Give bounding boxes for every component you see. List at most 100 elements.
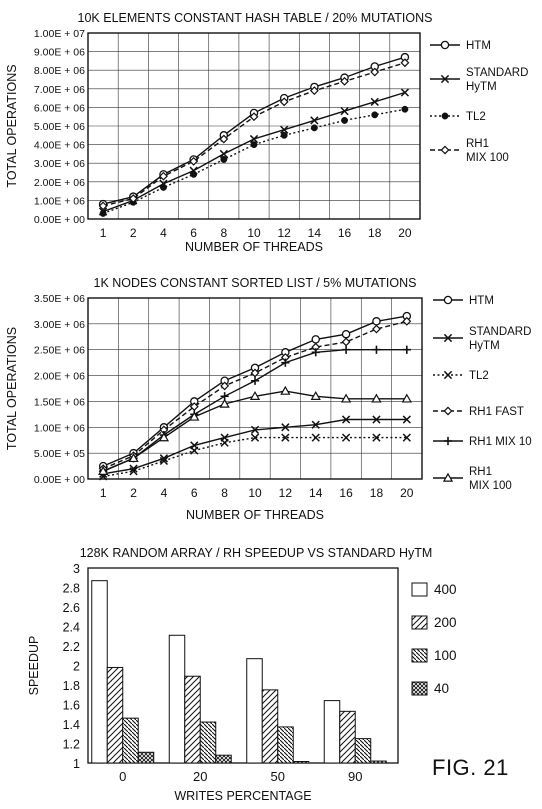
x-tick-label: 16 xyxy=(338,226,352,240)
random-array-speedup-chart: 128K RANDOM ARRAY / RH SPEEDUP VS STANDA… xyxy=(27,546,457,803)
x-tick-label: 4 xyxy=(161,486,168,500)
legend-marker xyxy=(440,40,450,50)
series-rh1-mix-10 xyxy=(99,345,411,476)
data-point xyxy=(128,194,138,203)
data-point xyxy=(250,433,260,442)
x-axis-label: NUMBER OF THREADS xyxy=(186,508,324,522)
legend-swatch xyxy=(411,681,428,696)
y-tick-label: 2.50E + 06 xyxy=(34,345,85,357)
series-rh1-mix-100 xyxy=(98,58,410,211)
legend-label: TL2 xyxy=(466,111,486,123)
data-point xyxy=(281,423,290,432)
y-tick-label: 1.8 xyxy=(63,679,80,693)
sorted-list-chart: 1K NODES CONSTANT SORTED LIST / 5% MUTAT… xyxy=(5,276,532,522)
data-point xyxy=(372,345,381,354)
legend-marker xyxy=(440,74,450,84)
series-htm xyxy=(98,52,410,209)
data-point xyxy=(280,125,289,134)
x-tick-label: 20 xyxy=(398,226,412,240)
data-point xyxy=(372,415,381,424)
legend-marker xyxy=(443,333,453,343)
data-point xyxy=(371,111,379,119)
x-tick-label: 90 xyxy=(348,769,362,784)
series-tl2 xyxy=(99,105,409,217)
x-tick-label: 4 xyxy=(160,226,167,240)
legend-entry: 40 xyxy=(411,681,449,696)
bar xyxy=(122,717,139,764)
legend-entry: HTM xyxy=(430,40,491,52)
data-point xyxy=(370,97,379,106)
data-point xyxy=(249,134,259,144)
legend-entry: RH1 MIX 100 xyxy=(430,138,509,164)
y-tick-label: 7.00E + 06 xyxy=(34,84,85,96)
bar xyxy=(215,754,232,764)
data-point xyxy=(311,420,320,429)
data-point xyxy=(129,467,138,476)
data-point xyxy=(159,454,169,463)
chart-title: 1K NODES CONSTANT SORTED LIST / 5% MUTAT… xyxy=(94,276,417,290)
data-point xyxy=(220,438,229,447)
data-point xyxy=(220,381,230,391)
legend-label: 200 xyxy=(434,615,457,630)
legend-swatch xyxy=(411,648,428,663)
data-point xyxy=(401,393,412,403)
y-tick-label: 3.00E + 06 xyxy=(34,319,85,331)
data-point xyxy=(372,324,381,334)
y-tick-label: 0.00E + 00 xyxy=(34,214,85,226)
y-tick-label: 6.00E + 06 xyxy=(34,102,85,114)
y-tick-label: 1.2 xyxy=(63,738,80,752)
data-point xyxy=(310,116,319,125)
y-tick-label: 2.2 xyxy=(63,640,80,654)
legend-label: HTM xyxy=(466,40,491,52)
x-tick-label: 14 xyxy=(309,486,323,500)
data-point xyxy=(189,156,199,166)
legend-marker xyxy=(443,295,453,305)
data-point xyxy=(190,446,199,455)
x-tick-label: 12 xyxy=(279,486,293,500)
data-point xyxy=(128,453,139,463)
legend-swatch xyxy=(411,615,428,630)
data-point xyxy=(219,149,228,159)
data-point xyxy=(98,465,109,475)
data-point xyxy=(311,348,320,357)
legend-entry: 200 xyxy=(411,615,457,630)
legend-entry: 400 xyxy=(411,582,457,597)
bar xyxy=(246,658,263,764)
x-axis-label: WRITES PERCENTAGE xyxy=(174,789,311,803)
series-line xyxy=(102,108,406,215)
y-axis-label: SPEEDUP xyxy=(27,636,41,696)
data-point xyxy=(340,106,349,116)
bar xyxy=(370,760,387,764)
x-tick-label: 2 xyxy=(130,226,137,240)
legend-entry: RH1 MIX 10 xyxy=(433,436,532,448)
data-point xyxy=(341,415,351,424)
x-tick-label: 16 xyxy=(339,486,353,500)
y-tick-label: 1.00E + 06 xyxy=(34,422,85,434)
series-standard-hytm xyxy=(98,88,410,216)
data-point xyxy=(341,329,351,339)
data-point xyxy=(220,156,228,163)
x-tick-label: 14 xyxy=(308,226,322,240)
data-point xyxy=(159,456,169,466)
legend-swatch xyxy=(411,582,428,597)
y-tick-label: 2.00E + 06 xyxy=(34,371,85,383)
legend-entry: RH1 MIX 100 xyxy=(433,466,512,492)
data-point xyxy=(190,170,198,178)
x-tick-label: 8 xyxy=(221,486,228,500)
data-point xyxy=(279,97,289,107)
y-tick-label: 8.00E + 06 xyxy=(34,65,85,77)
legend-entry: STANDARD HyTM xyxy=(430,67,528,93)
bar xyxy=(292,761,310,764)
y-tick-label: 2.8 xyxy=(63,582,80,596)
data-point xyxy=(340,76,349,86)
data-point xyxy=(249,112,259,122)
plot-frame xyxy=(87,32,421,220)
legend-label: 40 xyxy=(434,681,449,696)
plot-frame xyxy=(87,297,423,480)
bar xyxy=(339,710,356,764)
x-tick-label: 6 xyxy=(190,226,197,240)
bar xyxy=(261,689,279,764)
legend-label: RH1 FAST xyxy=(469,406,524,418)
y-tick-label: 2.00E + 06 xyxy=(34,177,85,189)
